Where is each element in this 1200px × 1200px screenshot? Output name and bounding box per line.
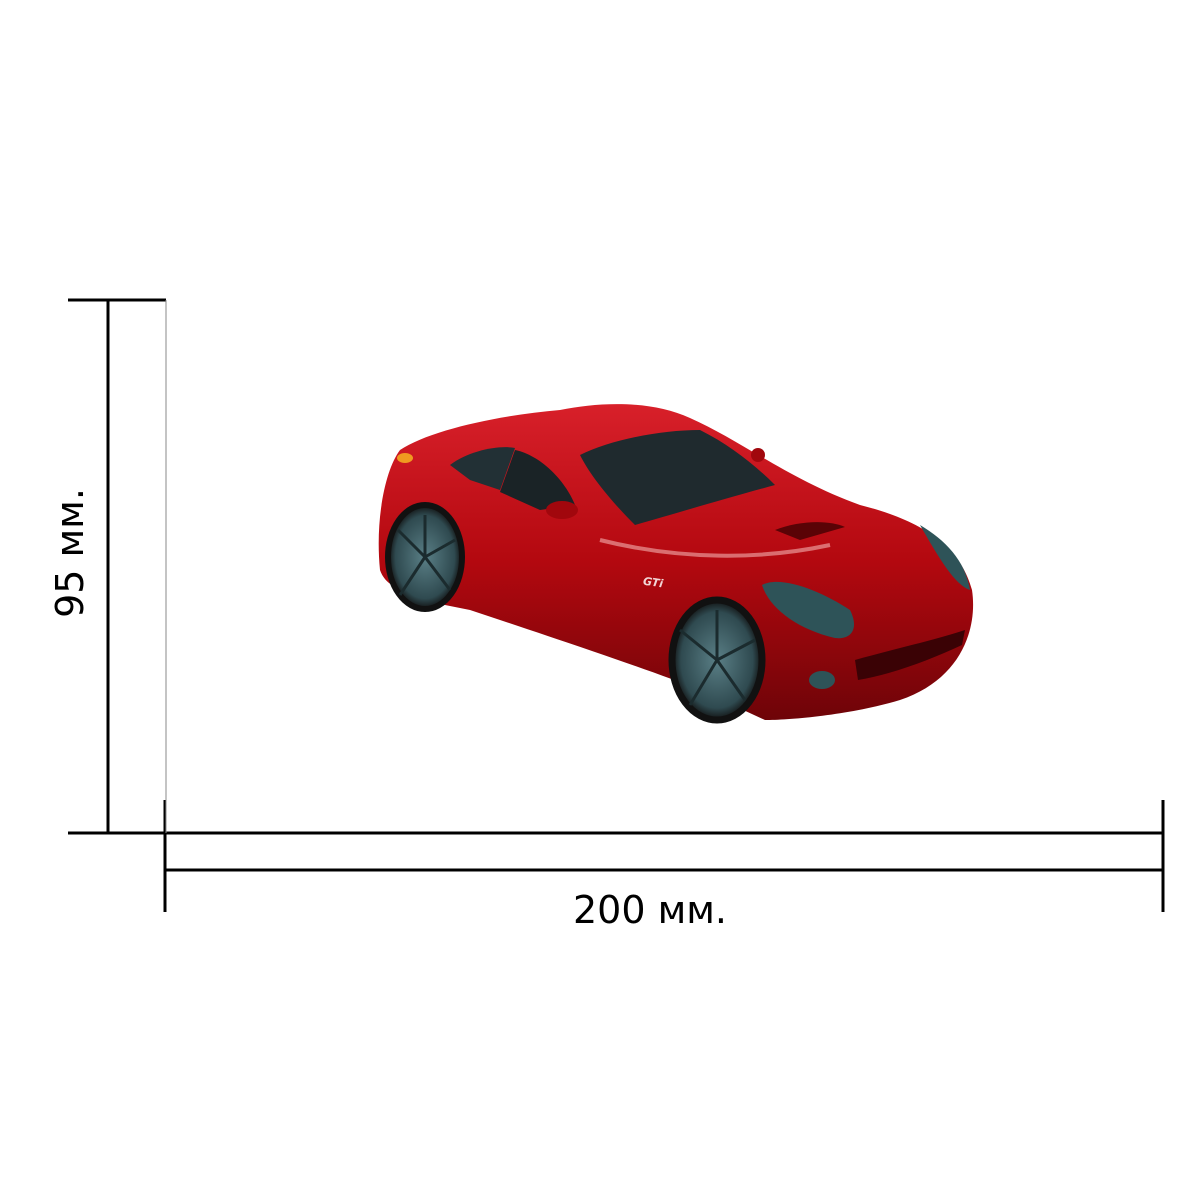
fog-light [809, 671, 835, 689]
hood-scoop [775, 522, 845, 540]
rear-window [450, 447, 515, 490]
side-mirror [546, 501, 578, 519]
car-badge: GTi [642, 574, 664, 591]
headlight-left [762, 581, 855, 639]
side-mirror-far [751, 448, 765, 462]
wheel-spokes [396, 515, 756, 706]
grille [855, 630, 965, 680]
side-window [500, 450, 575, 510]
width-dimension-label: 200 мм. [572, 888, 728, 932]
car-image [378, 404, 974, 724]
headlight-right [920, 525, 970, 590]
side-marker-light [397, 453, 413, 463]
windshield [580, 430, 775, 525]
height-dimension-label: 95 мм. [48, 488, 92, 618]
body-highlight [599, 538, 831, 558]
